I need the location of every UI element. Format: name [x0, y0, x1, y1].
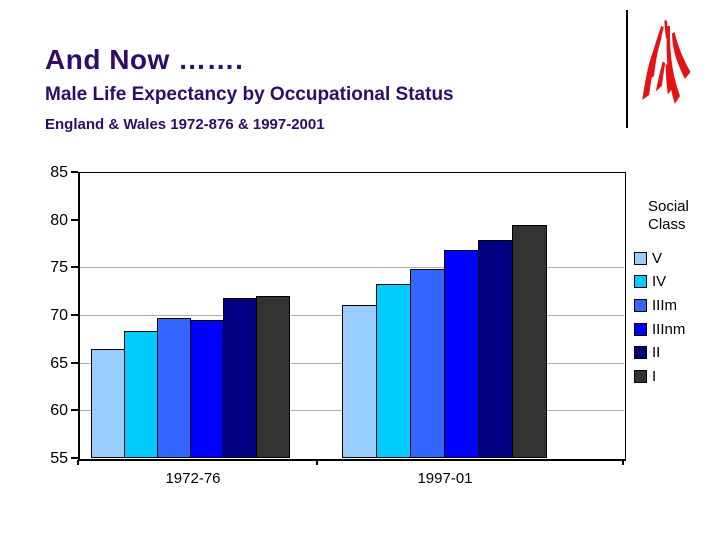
- bar-1972-76-IV: [124, 331, 158, 458]
- y-axis-tick-55: [71, 457, 78, 459]
- legend-item-IIIm: IIIm: [634, 296, 677, 314]
- legend-item-IIInm: IIInm: [634, 320, 686, 338]
- legend-item-I: I: [634, 368, 657, 385]
- y-axis-tick-80: [71, 218, 78, 221]
- slide-title: And Now …….: [45, 44, 244, 75]
- y-axis-tick-85: [71, 171, 78, 173]
- bar-1972-76-IIIm: [157, 317, 191, 458]
- slide-subtitle-secondary: England & Wales 1972-876 & 1997-2001: [45, 116, 325, 133]
- bar-1972-76-V: [91, 349, 125, 458]
- x-axis-label-1997-01: 1997-01: [417, 470, 473, 487]
- y-axis-label-70: 70: [50, 307, 68, 324]
- slide-subtitle: Male Life Expectancy by Occupational Sta…: [45, 84, 454, 105]
- legend-swatch-IIInm: [634, 322, 647, 336]
- y-axis-label-80: 80: [50, 211, 68, 229]
- legend-swatch-I: [634, 370, 647, 383]
- legend-label-IV: IV: [652, 273, 667, 291]
- bar-1972-76-IIInm: [190, 319, 224, 458]
- legend-label-II: II: [652, 344, 661, 362]
- legend-swatch-IV: [634, 275, 647, 289]
- bar-1972-76-I: [256, 295, 290, 458]
- y-axis-label-60: 60: [50, 402, 68, 420]
- y-axis-label-85: 85: [50, 164, 68, 181]
- legend-item-IV: IV: [634, 273, 667, 291]
- bar-1972-76-II: [223, 297, 257, 458]
- header-divider: [626, 10, 628, 128]
- y-axis-label-55: 55: [50, 450, 68, 467]
- legend-swatch-V: [634, 251, 647, 265]
- legend-swatch-IIIm: [634, 298, 647, 312]
- bar-1997-01-I: [512, 225, 547, 458]
- x-axis-tick-2: [622, 460, 624, 465]
- x-axis-tick-1: [316, 460, 318, 465]
- y-axis-label-75: 75: [50, 259, 68, 277]
- legend-label-IIIm: IIIm: [652, 296, 677, 314]
- y-axis-tick-75: [71, 266, 78, 269]
- legend-label-IIInm: IIInm: [652, 320, 686, 338]
- x-axis-tick-0: [77, 460, 79, 465]
- legend-item-V: V: [634, 249, 663, 267]
- bar-1997-01-IIIm: [410, 269, 445, 458]
- gridline-75: [80, 267, 624, 269]
- legend-title: Social Class: [648, 198, 689, 233]
- organisation-logo-icon: [642, 20, 691, 104]
- legend-item-II: II: [634, 344, 661, 362]
- y-axis-label-65: 65: [50, 354, 68, 372]
- y-axis-tick-60: [71, 409, 78, 412]
- bar-1997-01-V: [342, 305, 377, 458]
- y-axis-tick-70: [71, 314, 78, 316]
- legend-label-V: V: [652, 249, 663, 267]
- y-axis-tick-65: [71, 361, 78, 364]
- bar-1997-01-II: [478, 239, 513, 458]
- legend-label-I: I: [652, 368, 657, 385]
- bar-1997-01-IIInm: [444, 250, 479, 458]
- legend-swatch-II: [634, 346, 647, 360]
- x-axis-label-1972-76: 1972-76: [165, 470, 221, 487]
- bar-1997-01-IV: [376, 283, 411, 458]
